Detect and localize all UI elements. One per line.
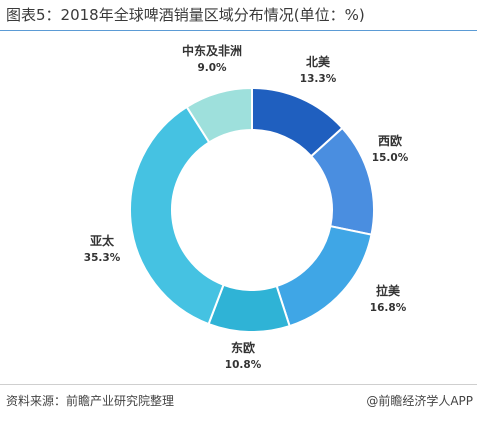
slice-5 bbox=[129, 105, 225, 326]
donut-slices bbox=[129, 86, 375, 333]
slice-label-value: 13.3% bbox=[300, 73, 337, 85]
slice-label-name: 亚太 bbox=[90, 233, 115, 248]
slice-label-value: 35.3% bbox=[84, 252, 121, 264]
slice-label-name: 拉美 bbox=[376, 283, 401, 298]
slice-label-value: 15.0% bbox=[372, 152, 409, 164]
slice-6 bbox=[185, 86, 253, 144]
slice-label-value: 16.8% bbox=[370, 302, 407, 314]
brand-credit: @前瞻经济学人APP bbox=[366, 392, 473, 409]
source-note: 资料来源：前瞻产业研究院整理 bbox=[6, 394, 175, 408]
footer-divider bbox=[0, 384, 477, 385]
slice-label-value: 10.8% bbox=[225, 359, 262, 371]
brand-name: 前瞻经济学人APP bbox=[378, 394, 473, 408]
title-divider bbox=[0, 30, 477, 31]
donut-labels: 北美 13.3% 西欧 15.0% 拉美 16.8% 东欧 10.8% 亚太 35.3% 中东及非洲… bbox=[84, 43, 409, 371]
slice-label-name: 东欧 bbox=[231, 340, 255, 355]
slice-label-name: 北美 bbox=[306, 54, 331, 69]
chart-title: 图表5：2018年全球啤酒销量区域分布情况(单位：%) bbox=[6, 6, 365, 24]
at-sign: @ bbox=[366, 394, 379, 408]
slice-label-name: 中东及非洲 bbox=[182, 43, 242, 58]
slice-label-value: 9.0% bbox=[197, 62, 227, 74]
slice-3 bbox=[275, 225, 373, 328]
slice-label-name: 西欧 bbox=[378, 133, 402, 148]
